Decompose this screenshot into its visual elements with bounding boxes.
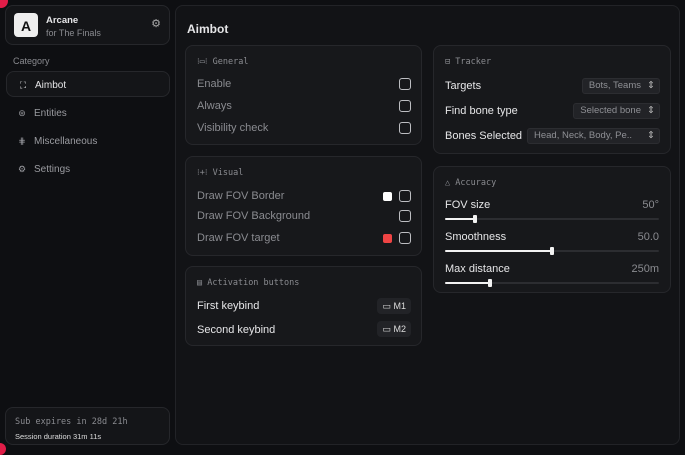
sidebar-item-label: Miscellaneous [34, 136, 98, 147]
triangle-icon: △ [445, 178, 456, 188]
page-title: Aimbot [187, 22, 229, 36]
smoothness-slider[interactable] [445, 247, 659, 255]
card-title: Visual [212, 168, 244, 178]
select-value: Bots, Teams [588, 80, 641, 91]
first-keybind-label: First keybind [197, 300, 260, 312]
accent-corner [0, 443, 6, 455]
draw-fov-border-checkbox[interactable] [399, 190, 411, 202]
draw-fov-target-checkbox[interactable] [399, 232, 411, 244]
app-name: Arcane [46, 15, 79, 26]
session-duration: Session duration 31m 11s [15, 432, 102, 441]
general-card: ⁝▭⁝ General Enable Always Visibility che… [185, 45, 422, 145]
chevron-updown-icon: ⇕ [647, 105, 655, 116]
draw-fov-background-label: Draw FOV Background [197, 210, 311, 222]
always-label: Always [197, 100, 232, 112]
visibility-check-label: Visibility check [197, 122, 269, 134]
key-label: M2 [393, 324, 406, 334]
settings-gear-icon[interactable]: ⚙ [151, 18, 161, 30]
max-distance-value: 250m [631, 263, 659, 275]
card-title: Tracker [455, 57, 492, 67]
app-subtitle: for The Finals [46, 28, 101, 38]
enable-checkbox[interactable] [399, 78, 411, 90]
key-label: M1 [393, 301, 406, 311]
fov-target-color-swatch[interactable] [383, 234, 392, 243]
bones-selected-label: Bones Selected [445, 130, 523, 142]
slider-thumb[interactable] [472, 215, 477, 223]
crosshair-icon: ⛶ [19, 80, 27, 90]
fov-size-slider[interactable] [445, 215, 659, 223]
targets-select[interactable]: Bots, Teams ⇕ [581, 78, 660, 94]
app-header-card: A Arcane for The Finals ⚙ [5, 5, 170, 45]
sliders-icon: ⋕ [18, 136, 26, 146]
enable-label: Enable [197, 78, 232, 90]
bones-selected-select[interactable]: Head, Neck, Body, Pe.. ⇕ [527, 128, 660, 144]
subscription-card: Sub expires in 28d 21h Session duration … [5, 407, 170, 445]
find-bone-type-label: Find bone type [445, 105, 518, 117]
smoothness-value: 50.0 [637, 231, 659, 243]
first-keybind-button[interactable]: ▭ M1 [377, 298, 411, 314]
sidebar-item-miscellaneous[interactable]: ⋕ Miscellaneous [6, 128, 170, 154]
find-bone-type-select[interactable]: Selected bone ⇕ [573, 103, 660, 119]
grid-icon: ⁝▭⁝ [197, 57, 213, 67]
accent-corner [0, 0, 8, 8]
fov-size-value: 50° [642, 199, 659, 211]
activation-header: ▤ Activation buttons [197, 278, 299, 288]
visual-icon: ⁝+⁝ [197, 168, 213, 178]
tracker-icon: ⊟ [445, 57, 456, 67]
slider-thumb[interactable] [550, 247, 554, 255]
gear-icon: ⚙ [17, 164, 27, 174]
sub-expires: Sub expires in 28d 21h [15, 417, 128, 427]
fov-size-label: FOV size [445, 199, 491, 211]
select-value: Head, Neck, Body, Pe.. [534, 130, 633, 141]
general-header: ⁝▭⁝ General [197, 57, 248, 67]
logo-letter: A [20, 18, 32, 34]
activation-card: ▤ Activation buttons First keybind ▭ M1 … [185, 266, 422, 346]
keyboard-icon: ▤ [197, 278, 208, 288]
sidebar-item-label: Settings [34, 164, 71, 175]
keyboard-icon: ▭ [382, 324, 394, 334]
accuracy-header: △ Accuracy [445, 178, 496, 188]
select-value: Selected bone [580, 105, 641, 116]
card-title: Activation buttons [207, 278, 300, 288]
visual-header: ⁝+⁝ Visual [197, 168, 243, 178]
sidebar-item-aimbot[interactable]: ⛶ Aimbot [6, 71, 170, 97]
always-checkbox[interactable] [399, 100, 411, 112]
tracker-header: ⊟ Tracker [445, 57, 491, 67]
draw-fov-border-label: Draw FOV Border [197, 190, 285, 202]
tracker-card: ⊟ Tracker Targets Bots, Teams ⇕ Find bone… [433, 45, 671, 154]
draw-fov-background-checkbox[interactable] [399, 210, 411, 222]
visibility-check-checkbox[interactable] [399, 122, 411, 134]
accuracy-card: △ Accuracy FOV size 50° Smoothness 50.0 … [433, 166, 671, 293]
category-label: Category [13, 56, 50, 66]
sidebar-item-settings[interactable]: ⚙ Settings [6, 156, 170, 182]
chevron-updown-icon: ⇕ [647, 130, 655, 141]
sidebar-item-label: Aimbot [35, 80, 67, 91]
sidebar-item-entities[interactable]: ⊛ Entities [6, 100, 170, 126]
sidebar-item-label: Entities [34, 108, 67, 119]
keyboard-icon: ▭ [382, 301, 394, 311]
max-distance-slider[interactable] [445, 279, 659, 287]
second-keybind-button[interactable]: ▭ M2 [377, 321, 411, 337]
slider-thumb[interactable] [487, 279, 492, 287]
max-distance-label: Max distance [445, 263, 510, 275]
chevron-updown-icon: ⇕ [647, 80, 655, 91]
card-title: General [212, 57, 249, 67]
second-keybind-label: Second keybind [197, 324, 276, 336]
visual-card: ⁝+⁝ Visual Draw FOV Border Draw FOV Back… [185, 156, 422, 256]
card-title: Accuracy [455, 178, 497, 188]
fov-border-color-swatch[interactable] [383, 192, 392, 201]
targets-label: Targets [445, 80, 482, 92]
smoothness-label: Smoothness [445, 231, 507, 243]
entities-icon: ⊛ [18, 108, 26, 118]
app-logo: A [14, 13, 38, 37]
draw-fov-target-label: Draw FOV target [197, 232, 280, 244]
